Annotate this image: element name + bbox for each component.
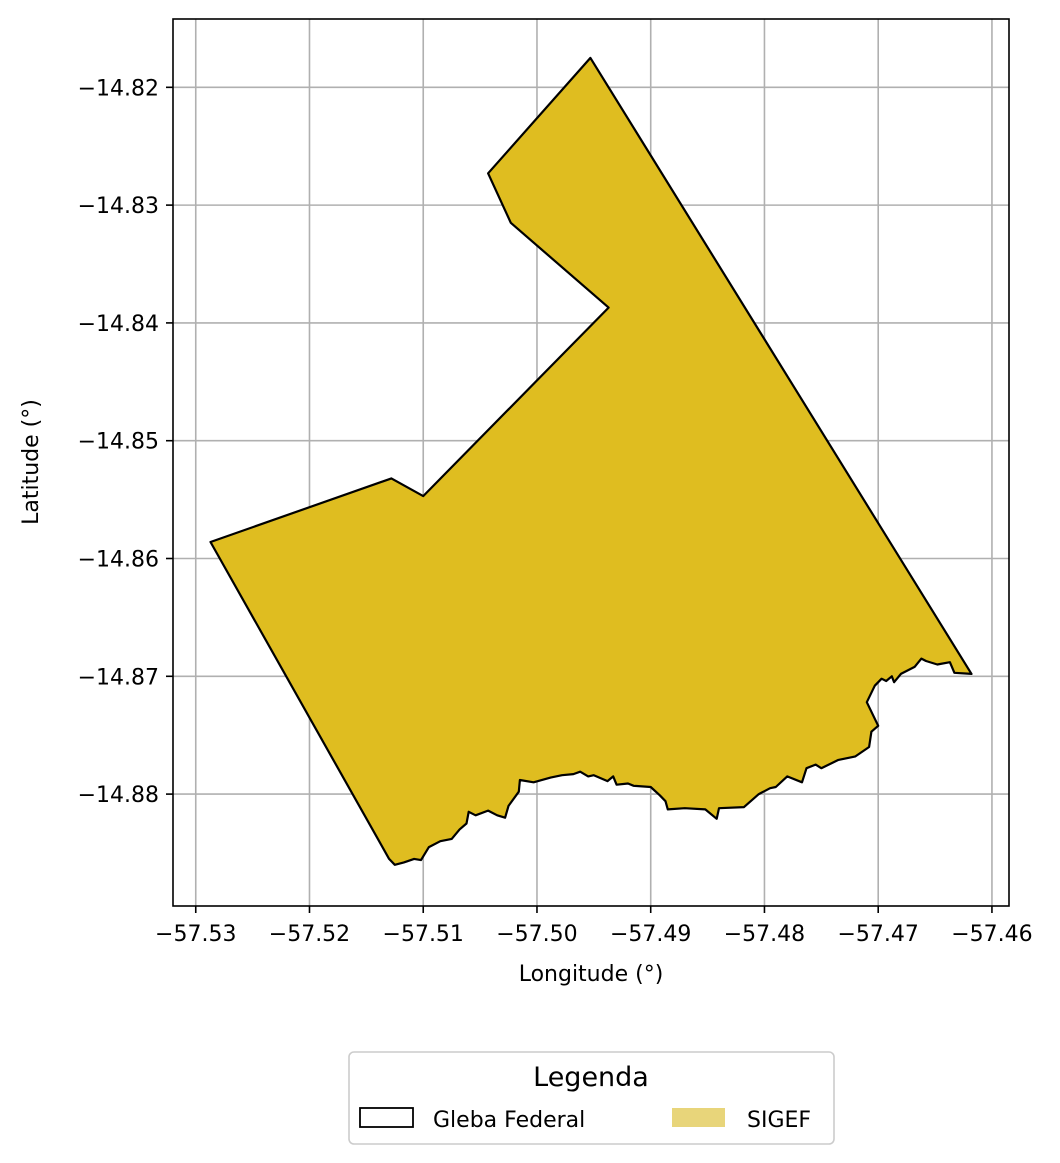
x-tick-label: −57.47 xyxy=(837,922,918,947)
x-tick-label: −57.48 xyxy=(724,922,805,947)
x-tick-label: −57.53 xyxy=(155,922,236,947)
y-tick-label: −14.84 xyxy=(78,312,159,337)
x-tick-label: −57.46 xyxy=(951,922,1032,947)
y-tick-label: −14.88 xyxy=(78,783,159,808)
y-tick-label: −14.83 xyxy=(78,194,159,219)
plot-frame xyxy=(172,18,1010,907)
x-tick-label: −57.49 xyxy=(610,922,691,947)
sigef-gleba-polygon xyxy=(209,56,973,866)
y-tick-label: −14.86 xyxy=(78,548,159,573)
legend-title: Legenda xyxy=(533,1062,649,1093)
map-polygons xyxy=(209,56,973,866)
legend-label-gleba-federal: Gleba Federal xyxy=(433,1108,585,1133)
legend-swatch-gleba-federal xyxy=(359,1107,414,1128)
y-tick-label: −14.87 xyxy=(78,665,159,690)
legend-swatch-sigef xyxy=(672,1108,725,1127)
y-axis-label: Latitude (°) xyxy=(19,399,44,525)
legend: Legenda Gleba Federal SIGEF xyxy=(348,1051,835,1145)
legend-label-sigef: SIGEF xyxy=(747,1108,811,1133)
x-tick-label: −57.52 xyxy=(269,922,350,947)
x-tick-label: −57.51 xyxy=(383,922,464,947)
y-tick-label: −14.85 xyxy=(78,430,159,455)
axis-ticks: −57.53 −57.52 −57.51 −57.50 −57.49 −57.48 −57.… xyxy=(78,76,1033,947)
x-tick-label: −57.50 xyxy=(496,922,577,947)
y-tick-label: −14.82 xyxy=(78,76,159,101)
x-axis-label: Longitude (°) xyxy=(519,962,664,987)
